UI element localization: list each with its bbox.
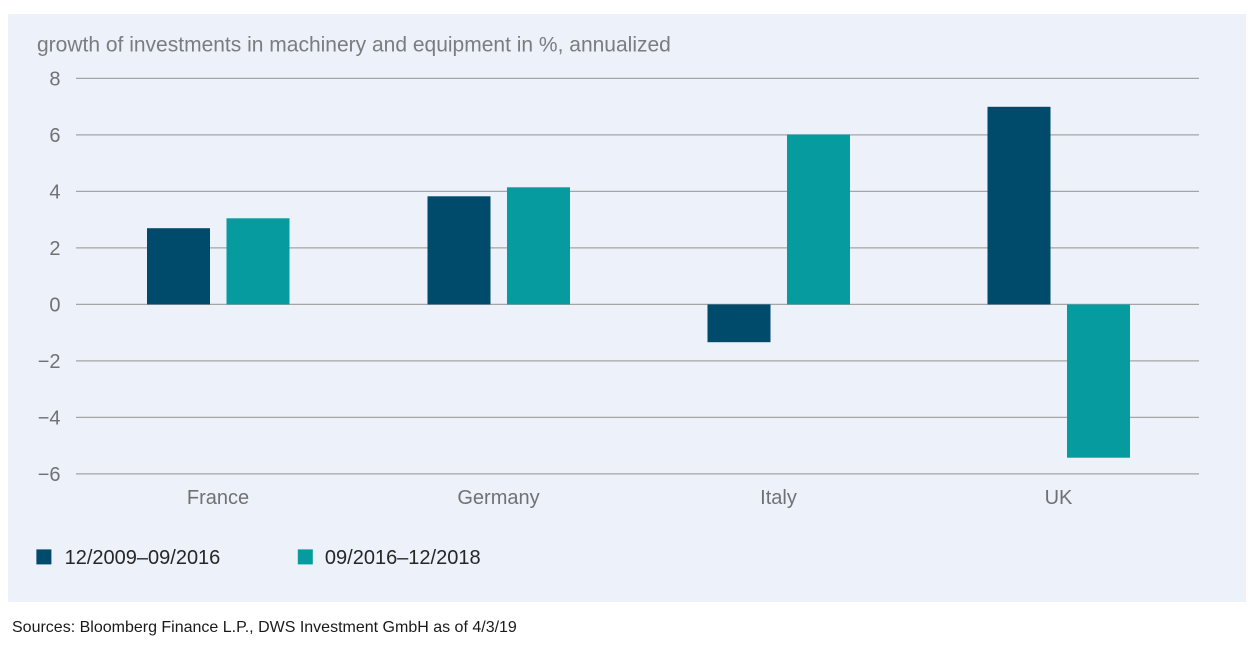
svg-text:Germany: Germany xyxy=(457,487,539,509)
svg-text:−2: −2 xyxy=(38,351,61,373)
svg-text:09/2016–12/2018: 09/2016–12/2018 xyxy=(325,547,481,569)
svg-text:6: 6 xyxy=(49,125,60,147)
svg-text:2: 2 xyxy=(49,238,60,260)
svg-text:4: 4 xyxy=(49,181,60,203)
svg-text:growth of investments in machi: growth of investments in machinery and e… xyxy=(37,34,671,57)
svg-text:−6: −6 xyxy=(38,464,61,486)
svg-text:−4: −4 xyxy=(38,407,61,429)
svg-text:8: 8 xyxy=(49,68,60,90)
svg-text:0: 0 xyxy=(49,294,60,316)
svg-text:Italy: Italy xyxy=(760,487,797,509)
svg-text:12/2009–09/2016: 12/2009–09/2016 xyxy=(65,547,221,569)
svg-text:UK: UK xyxy=(1045,487,1073,509)
svg-text:France: France xyxy=(187,487,249,509)
